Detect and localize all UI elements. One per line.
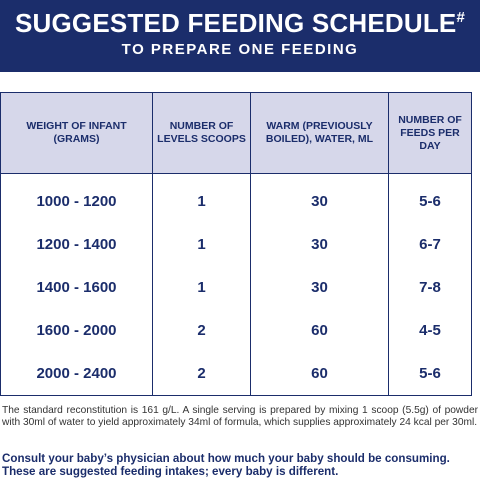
table-cell: 30 bbox=[250, 266, 389, 309]
table-row: 1000 - 1200 1 30 5-6 bbox=[0, 173, 472, 223]
table-cell: 1 bbox=[152, 173, 251, 223]
table-cell: 60 bbox=[250, 309, 389, 352]
header-band: SUGGESTED FEEDING SCHEDULE# TO PREPARE O… bbox=[0, 0, 480, 72]
table-cell: 1200 - 1400 bbox=[0, 223, 153, 266]
table-cell: 1400 - 1600 bbox=[0, 266, 153, 309]
table-row: 2000 - 2400 2 60 5-6 bbox=[0, 352, 472, 396]
table-cell: 30 bbox=[250, 223, 389, 266]
table-cell: 1600 - 2000 bbox=[0, 309, 153, 352]
table-cell: 4-5 bbox=[388, 309, 472, 352]
table-cell: 2 bbox=[152, 309, 251, 352]
table-row: 1400 - 1600 1 30 7-8 bbox=[0, 266, 472, 309]
subtitle: TO PREPARE ONE FEEDING bbox=[121, 41, 359, 58]
advice: Consult your baby’s physician about how … bbox=[2, 452, 450, 478]
table-cell: 1 bbox=[152, 266, 251, 309]
table-cell: 2000 - 2400 bbox=[0, 352, 153, 396]
table-cell: 6-7 bbox=[388, 223, 472, 266]
table-cell: 7-8 bbox=[388, 266, 472, 309]
table-cell: 5-6 bbox=[388, 352, 472, 396]
footnote: The standard reconstitution is 161 g/L. … bbox=[2, 405, 478, 428]
column-header: NUMBER OF LEVELS SCOOPS bbox=[152, 92, 251, 174]
column-header: NUMBER OF FEEDS PER DAY bbox=[388, 92, 472, 174]
table-cell: 60 bbox=[250, 352, 389, 396]
table-cell: 1000 - 1200 bbox=[0, 173, 153, 223]
table-cell: 5-6 bbox=[388, 173, 472, 223]
table-row: 1600 - 2000 2 60 4-5 bbox=[0, 309, 472, 352]
title: SUGGESTED FEEDING SCHEDULE bbox=[14, 8, 457, 38]
feeding-table: WEIGHT OF INFANT (GRAMS) NUMBER OF LEVELS… bbox=[0, 92, 472, 396]
table-body: 1000 - 1200 1 30 5-6 1200 - 1400 1 30 6-7 1400 -… bbox=[0, 173, 472, 396]
column-header: WARM (PREVIOUSLY BOILED), WATER, ML bbox=[250, 92, 389, 174]
table-cell: 1 bbox=[152, 223, 251, 266]
column-header: WEIGHT OF INFANT (GRAMS) bbox=[0, 92, 153, 174]
table-cell: 30 bbox=[250, 173, 389, 223]
table-row: 1200 - 1400 1 30 6-7 bbox=[0, 223, 472, 266]
title-mark: # bbox=[456, 9, 466, 26]
title-line: SUGGESTED FEEDING SCHEDULE# bbox=[0, 8, 480, 39]
table-cell: 2 bbox=[152, 352, 251, 396]
header-row: WEIGHT OF INFANT (GRAMS) NUMBER OF LEVELS… bbox=[0, 92, 472, 174]
